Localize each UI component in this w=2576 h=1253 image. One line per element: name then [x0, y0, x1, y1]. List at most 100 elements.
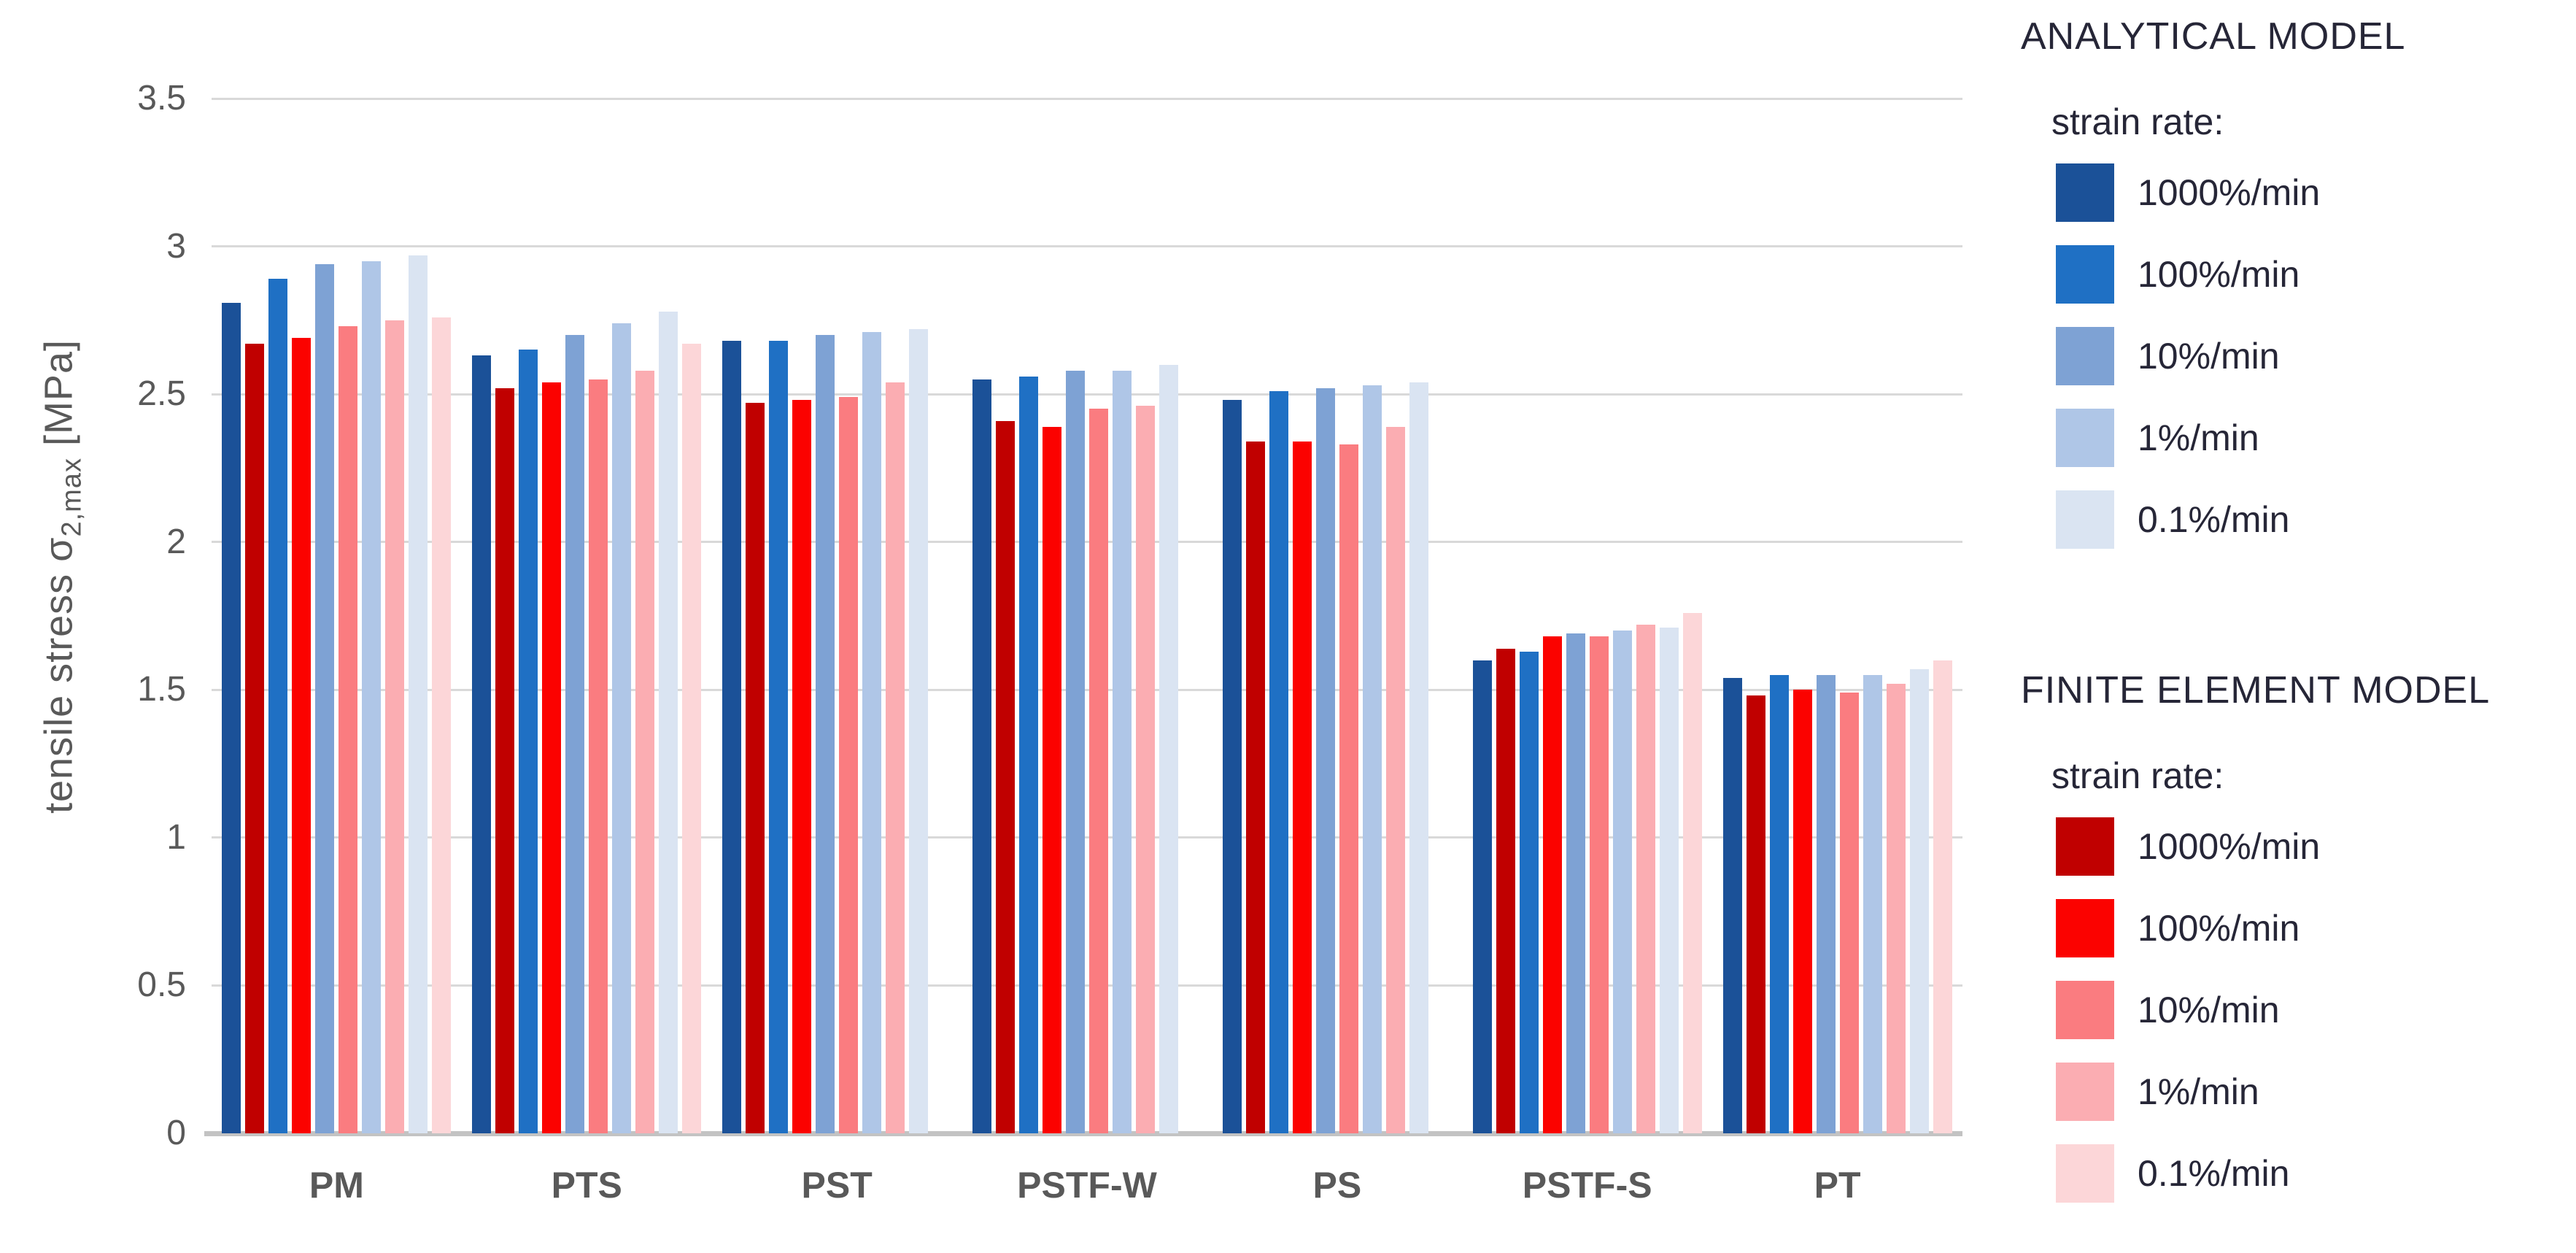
bar-PS-analytical-1000%/min — [1222, 400, 1242, 1133]
gridline — [212, 541, 1962, 544]
legend-swatch-icon — [2056, 817, 2114, 876]
bar-PM-finite_element-1000%/min — [245, 344, 265, 1133]
bar-PM-analytical-10%/min — [315, 263, 335, 1133]
legend-item-label: 1000%/min — [2138, 826, 2321, 867]
y-tick-label: 1.5 — [137, 670, 186, 709]
bar-PS-finite_element-1%/min — [1385, 426, 1405, 1133]
bar-PSTF-S-finite_element-1%/min — [1636, 625, 1655, 1133]
bar-PT-analytical-100%/min — [1769, 675, 1789, 1133]
y-tick-label: 1 — [166, 817, 186, 857]
legend-title-analytical: ANALYTICAL MODEL — [2021, 15, 2406, 58]
legend-item-1%/min: 1%/min — [2056, 1063, 2572, 1121]
gridline — [212, 688, 1962, 691]
bar-PM-analytical-0.1%/min — [409, 255, 428, 1133]
bar-PS-analytical-10%/min — [1315, 388, 1335, 1133]
bar-PST-finite_element-1000%/min — [746, 403, 765, 1133]
gridline — [212, 393, 1962, 396]
y-tick-label: 0 — [166, 1114, 186, 1152]
bar-PSTF-W-finite_element-10%/min — [1088, 409, 1108, 1133]
bar-PSTF-W-analytical-100%/min — [1018, 376, 1038, 1133]
y-tick-label: 2 — [166, 522, 186, 561]
bar-PT-finite_element-10%/min — [1839, 693, 1859, 1133]
bar-PT-finite_element-0.1%/min — [1933, 660, 1952, 1133]
legend-swatch-icon — [2056, 899, 2114, 957]
bar-PSTF-W-analytical-10%/min — [1065, 370, 1085, 1133]
x-axis-line — [204, 1131, 1962, 1136]
bar-PTS-analytical-100%/min — [519, 350, 538, 1133]
gridline — [212, 245, 1962, 248]
bar-PTS-finite_element-1000%/min — [495, 388, 515, 1133]
y-tick-label: 3 — [166, 226, 186, 266]
bar-PSTF-S-analytical-1%/min — [1612, 631, 1632, 1133]
bar-PS-analytical-1%/min — [1362, 385, 1382, 1133]
bar-PM-analytical-1%/min — [362, 261, 382, 1133]
bar-PM-analytical-1000%/min — [222, 302, 241, 1133]
legend-title-finite-element: FINITE ELEMENT MODEL — [2021, 669, 2491, 712]
legend-swatch-icon — [2056, 1063, 2114, 1121]
gridline — [212, 984, 1962, 987]
legend-item-100%/min: 100%/min — [2056, 899, 2572, 957]
bar-PM-finite_element-10%/min — [339, 325, 358, 1133]
legend-item-1%/min: 1%/min — [2056, 409, 2572, 467]
chart-legend: ANALYTICAL MODEL strain rate: 1000%/min 1… — [2021, 0, 2572, 1253]
legend-swatch-icon — [2056, 1144, 2114, 1203]
bar-group-PTS — [462, 99, 712, 1133]
legend-item-label: 10%/min — [2138, 990, 2280, 1030]
legend-item-0.1%/min: 0.1%/min — [2056, 1144, 2572, 1203]
bar-PTS-finite_element-1%/min — [635, 370, 655, 1133]
bar-PTS-analytical-1%/min — [612, 323, 632, 1133]
legend-item-100%/min: 100%/min — [2056, 245, 2572, 304]
legend-subtitle-finite-element: strain rate: — [2051, 755, 2224, 796]
bar-PTS-analytical-1000%/min — [472, 355, 492, 1133]
legend-swatch-icon — [2056, 409, 2114, 467]
bar-PSTF-S-finite_element-0.1%/min — [1682, 612, 1702, 1133]
bar-group-PSTF-W — [962, 99, 1212, 1133]
legend-item-label: 100%/min — [2138, 254, 2300, 295]
bar-PT-finite_element-1000%/min — [1746, 695, 1765, 1133]
bar-PTS-finite_element-0.1%/min — [682, 344, 702, 1133]
bar-PSTF-W-analytical-0.1%/min — [1159, 364, 1178, 1133]
bar-PST-analytical-0.1%/min — [909, 329, 929, 1133]
bar-PSTF-W-analytical-1000%/min — [972, 379, 991, 1133]
y-axis-title-unit: [MPa] — [36, 339, 81, 458]
bar-PSTF-S-finite_element-1000%/min — [1496, 648, 1515, 1133]
bar-PSTF-W-finite_element-100%/min — [1042, 426, 1061, 1133]
legend-item-label: 1%/min — [2138, 417, 2259, 458]
legend-item-1000%/min: 1000%/min — [2056, 817, 2572, 876]
legend-item-1000%/min: 1000%/min — [2056, 163, 2572, 222]
bar-PM-finite_element-100%/min — [292, 338, 312, 1133]
bar-PST-finite_element-10%/min — [839, 397, 859, 1133]
bar-PST-analytical-10%/min — [816, 335, 835, 1133]
bar-PSTF-S-analytical-100%/min — [1519, 651, 1539, 1133]
bar-PSTF-W-finite_element-1000%/min — [995, 420, 1015, 1133]
y-tick-label: 0.5 — [137, 965, 186, 1005]
category-label-PTS: PTS — [551, 1165, 622, 1206]
category-label-PS: PS — [1312, 1165, 1362, 1206]
bar-PSTF-W-analytical-1%/min — [1112, 370, 1132, 1133]
legend-swatch-icon — [2056, 245, 2114, 304]
category-label-PM: PM — [309, 1165, 364, 1206]
bar-PS-finite_element-100%/min — [1292, 441, 1312, 1133]
legend-item-label: 1%/min — [2138, 1071, 2259, 1112]
bar-PS-analytical-100%/min — [1269, 391, 1288, 1133]
bar-PT-analytical-1%/min — [1863, 675, 1882, 1133]
bar-PS-finite_element-10%/min — [1339, 444, 1358, 1133]
bar-PSTF-S-finite_element-10%/min — [1589, 636, 1609, 1133]
bar-PSTF-S-finite_element-100%/min — [1542, 636, 1562, 1133]
bar-PSTF-S-analytical-0.1%/min — [1659, 628, 1679, 1133]
bar-group-PST — [712, 99, 962, 1133]
legend-item-10%/min: 10%/min — [2056, 981, 2572, 1039]
bar-PS-analytical-0.1%/min — [1409, 382, 1428, 1133]
legend-subtitle-analytical: strain rate: — [2051, 101, 2224, 142]
legend-item-10%/min: 10%/min — [2056, 327, 2572, 385]
bar-PSTF-S-analytical-10%/min — [1566, 633, 1585, 1133]
gridline — [212, 836, 1962, 839]
bar-group-PT — [1712, 99, 1962, 1133]
bar-PTS-finite_element-100%/min — [542, 382, 562, 1133]
legend-items-analytical: 1000%/min 100%/min 10%/min 1%/min 0.1%/min — [2021, 163, 2572, 549]
y-tick-label: 2.5 — [137, 374, 186, 414]
bar-PT-analytical-10%/min — [1816, 675, 1836, 1133]
y-axis-title-text: tensile stress σ — [36, 536, 81, 814]
y-tick-label: 3.5 — [137, 79, 186, 117]
